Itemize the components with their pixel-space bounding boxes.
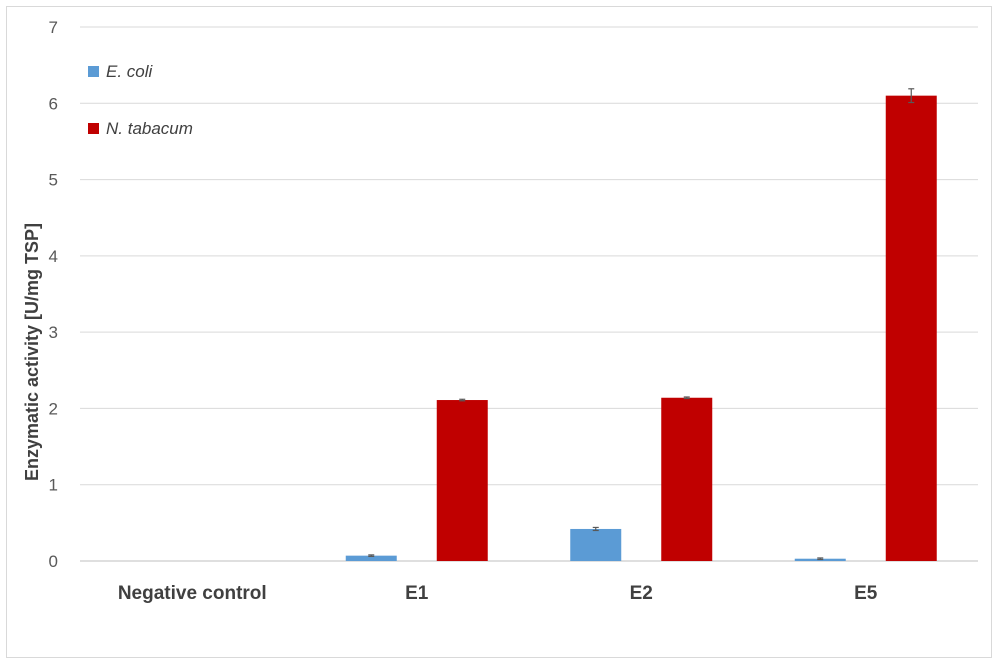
y-axis-title: Enzymatic activity [U/mg TSP] <box>22 223 42 481</box>
gridlines <box>80 26 978 562</box>
y-tick-label: 6 <box>49 94 58 113</box>
bar-n-tabacum <box>436 400 488 561</box>
y-tick-label: 3 <box>49 323 58 342</box>
y-tick-label: 5 <box>49 171 58 190</box>
y-tick-label: 0 <box>49 552 58 571</box>
bar-e-coli <box>345 555 397 561</box>
legend-label: N. tabacum <box>106 119 193 138</box>
x-category-label: Negative control <box>118 583 267 604</box>
bar-n-tabacum <box>661 397 713 561</box>
y-tick-label: 7 <box>49 18 58 37</box>
y-tick-label: 4 <box>49 247 58 266</box>
legend-swatch <box>88 123 99 134</box>
bar-e-coli <box>570 528 622 561</box>
bars <box>345 88 937 562</box>
x-axis-categories: Negative control E1 E2 E5 <box>118 583 878 604</box>
x-category-label: E1 <box>405 583 429 604</box>
y-tick-label: 2 <box>49 399 58 418</box>
y-tick-label: 1 <box>49 476 58 495</box>
x-category-label: E2 <box>630 583 653 604</box>
legend-swatch <box>88 66 99 77</box>
y-axis-ticks: 0 1 2 3 4 5 6 7 <box>49 18 58 571</box>
bar-n-tabacum <box>885 95 937 562</box>
legend: E. coli N. tabacum <box>88 62 193 138</box>
legend-label: E. coli <box>106 62 154 81</box>
x-category-label: E5 <box>854 583 878 604</box>
